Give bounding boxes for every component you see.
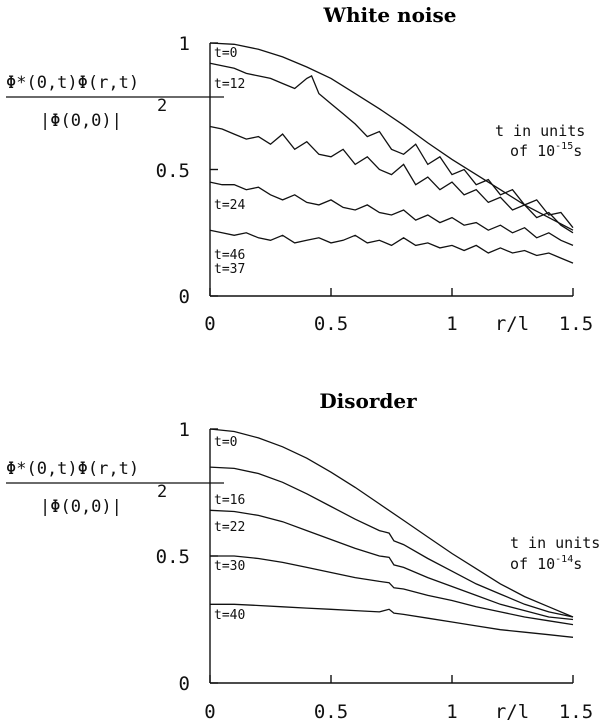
series-label: t=24	[214, 198, 245, 213]
curve-labels: t=0 t=12 t=24 t=37t=46	[214, 46, 245, 277]
time-units-line2: of 10-14s	[510, 554, 582, 573]
series-label: t=30	[214, 559, 245, 574]
series-line-t-12	[209, 62, 574, 229]
y-tick-label: 0.5	[156, 546, 190, 568]
series-label: t=0	[214, 46, 237, 61]
y-axis-label-numerator: Φ*(0,t)Φ(r,t)	[6, 73, 139, 93]
x-tick-label: 0.5	[314, 313, 348, 335]
y-axis-label-denominator: |Φ(0,0)|	[40, 497, 122, 517]
panel-white-noise: White noise Φ*(0,t)Φ(r,t) |Φ(0,0)| 2 t i…	[6, 3, 593, 335]
chart-title: White noise	[323, 3, 457, 27]
series-line-t-37	[209, 181, 574, 246]
series-line-t-46	[209, 229, 574, 264]
series-label: t=12	[214, 77, 245, 92]
curve-labels: t=0 t=16 t=22 t=30 t=40	[214, 435, 245, 623]
y-axis-label-numerator: Φ*(0,t)Φ(r,t)	[6, 459, 139, 479]
time-units-line1: t in units	[495, 122, 585, 140]
x-axis-label: r/l	[495, 313, 529, 335]
series-line-t-30	[210, 555, 574, 626]
series-label: t=40	[214, 608, 245, 623]
x-tick-label: 0	[204, 701, 215, 723]
series-label: t=37	[214, 262, 245, 277]
axis-ticks	[209, 42, 574, 297]
x-axis-label: r/l	[495, 701, 529, 723]
y-tick-label: 0	[179, 286, 190, 308]
chart-title: Disorder	[319, 389, 417, 413]
curves	[209, 428, 574, 638]
series-label: t=46	[214, 248, 245, 263]
series-label: t=16	[214, 493, 245, 508]
y-axis-label-denominator: |Φ(0,0)|	[40, 111, 122, 131]
curves	[209, 42, 574, 264]
series-line-t-24	[209, 125, 574, 234]
time-units-line2: of 10-15s	[510, 141, 582, 160]
y-tick-label: 1	[179, 419, 190, 441]
series-label: t=0	[214, 435, 237, 450]
series-line-t-40	[210, 603, 574, 638]
y-tick-label: 1	[179, 33, 190, 55]
x-tick-label: 1.5	[559, 701, 593, 723]
x-tick-label: 1	[446, 701, 457, 723]
series-line-t-0	[209, 428, 574, 618]
y-tick-label: 0	[179, 673, 190, 695]
y-tick-label: 0.5	[156, 160, 190, 182]
x-tick-label: 1.5	[559, 313, 593, 335]
time-units-line1: t in units	[510, 534, 600, 552]
x-tick-label: 0.5	[314, 701, 348, 723]
y-axis-label-exponent: 2	[157, 96, 167, 116]
x-tick-label: 0	[204, 313, 215, 335]
panel-disorder: Disorder Φ*(0,t)Φ(r,t) |Φ(0,0)| 2 t in u…	[6, 389, 600, 723]
y-axis-label-exponent: 2	[157, 482, 167, 502]
series-line-t-16	[209, 466, 574, 618]
series-line-t-22	[209, 509, 574, 621]
x-tick-label: 1	[446, 313, 457, 335]
series-label: t=22	[214, 520, 245, 535]
series-line-t-0	[209, 42, 574, 231]
